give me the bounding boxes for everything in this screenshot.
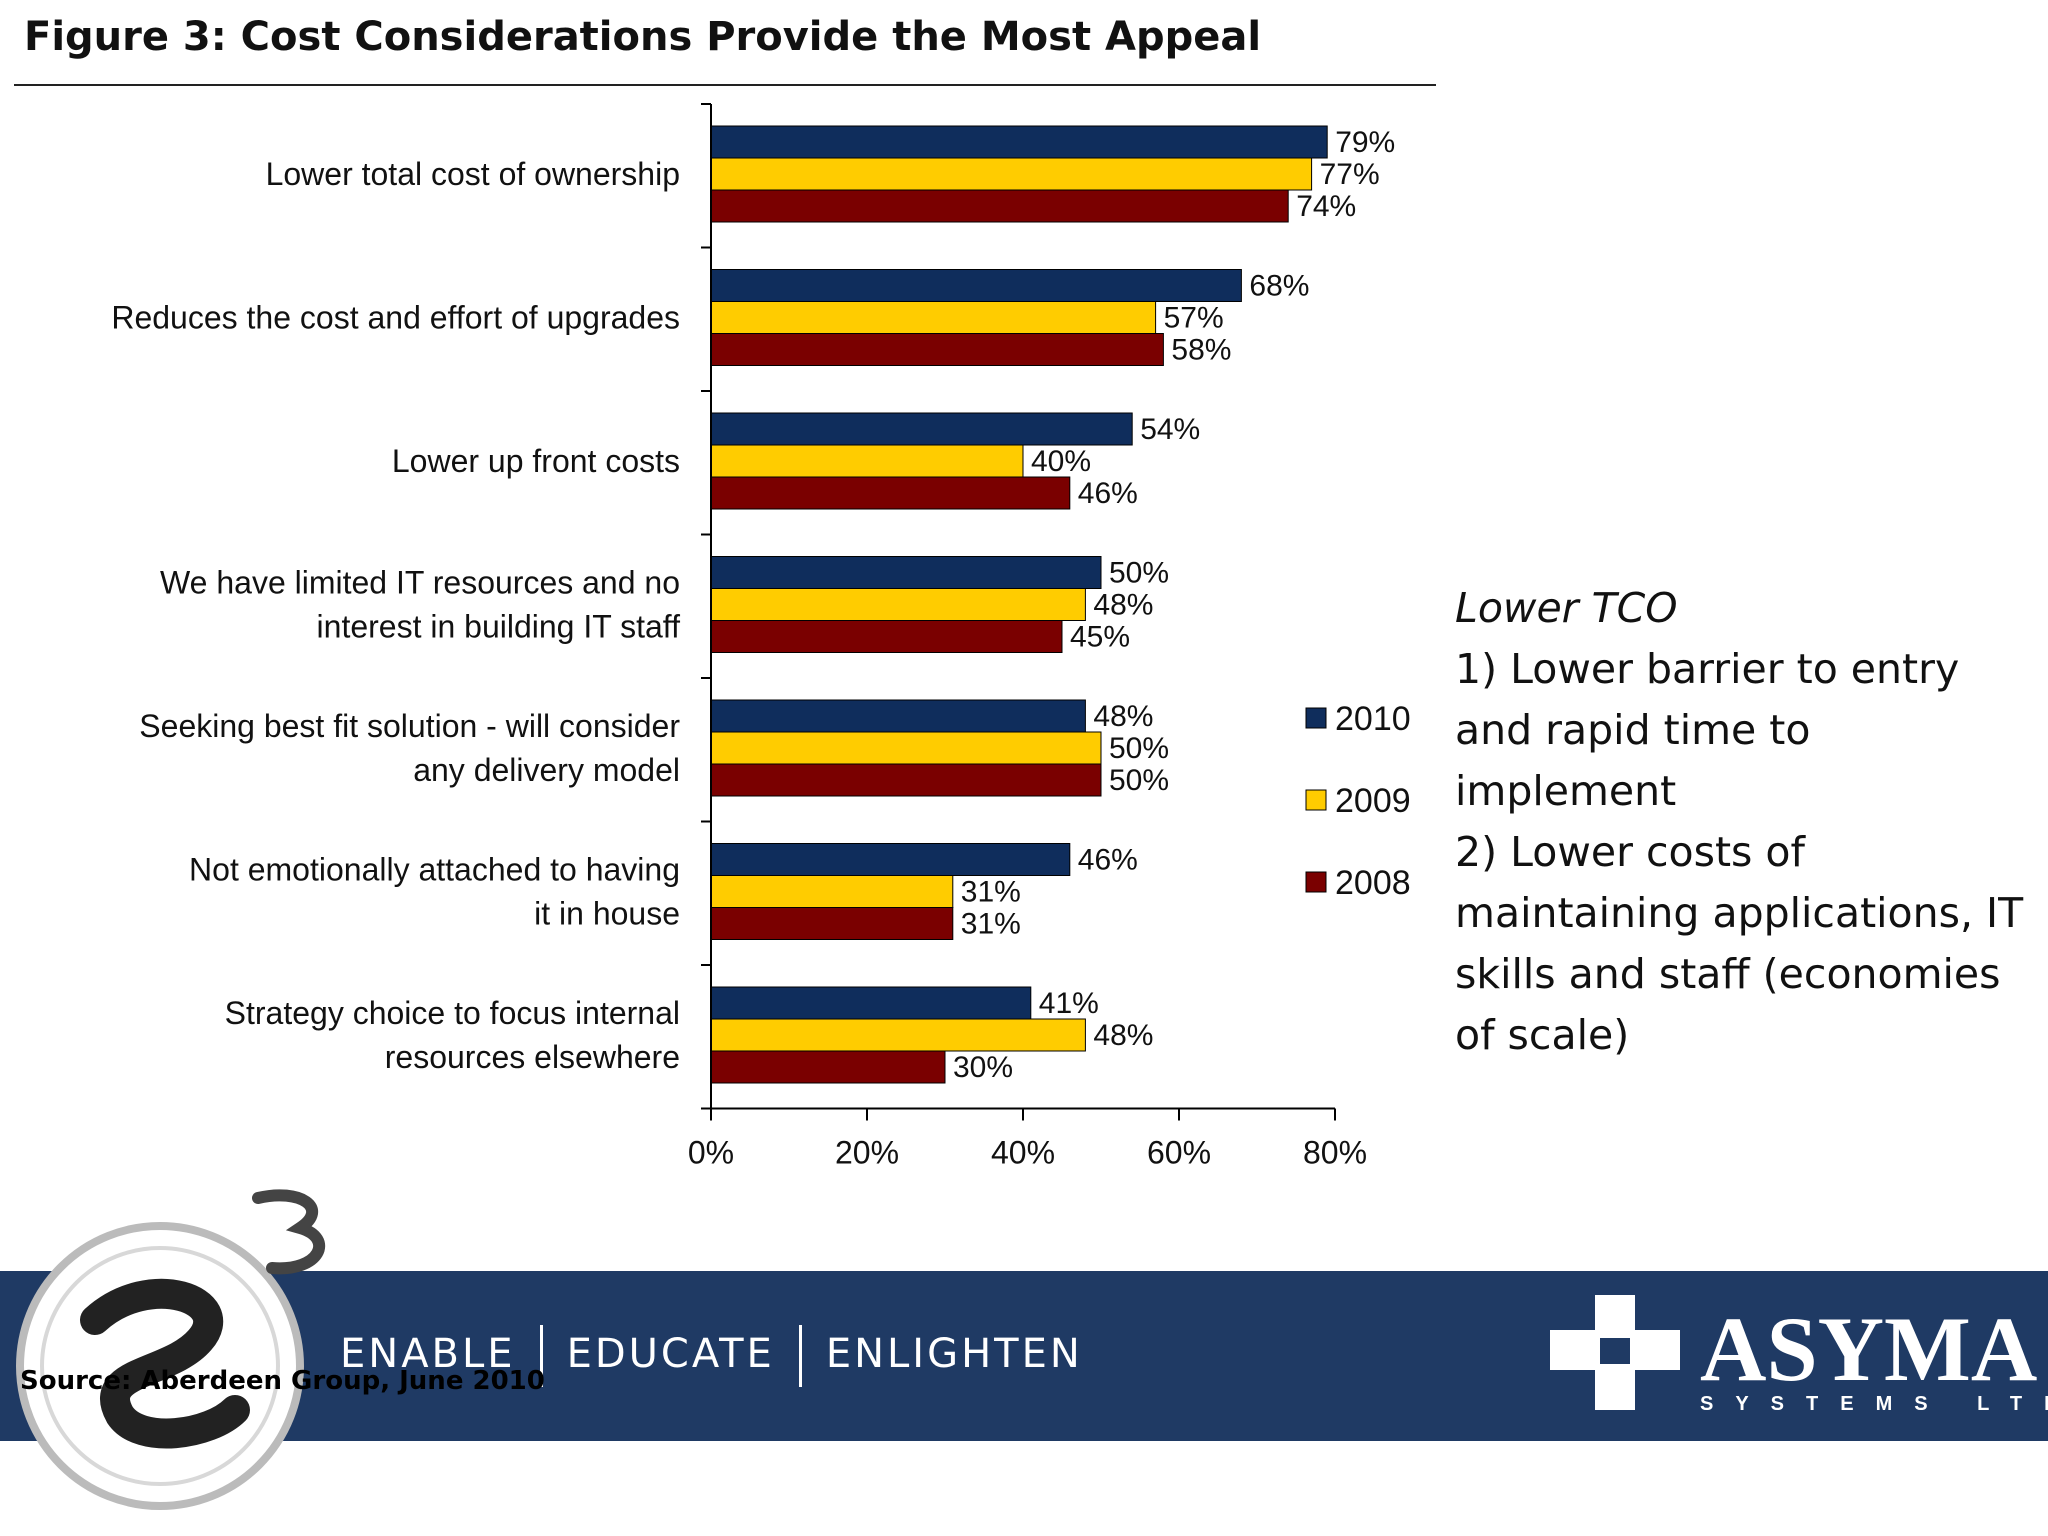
notes-line-1: 1) Lower barrier to entry and rapid time…	[1455, 645, 1960, 815]
category-label-4-1: any delivery model	[413, 752, 680, 788]
value-label-2008-0: 74%	[1296, 190, 1356, 223]
value-label-2009-2: 40%	[1031, 445, 1091, 478]
value-label-2009-0: 77%	[1320, 158, 1380, 191]
value-label-2009-4: 50%	[1109, 732, 1169, 765]
bar-2010-5	[710, 843, 1071, 876]
category-label-3-0: We have limited IT resources and no	[160, 565, 680, 601]
value-label-2009-5: 31%	[961, 876, 1021, 909]
value-label-2010-1: 68%	[1249, 270, 1309, 303]
tagline-divider	[798, 1325, 802, 1387]
footer-band	[0, 1271, 2048, 1441]
value-label-2008-5: 31%	[961, 908, 1021, 941]
legend-swatch-2009	[1305, 789, 1327, 811]
bar-2009-0	[710, 157, 1313, 191]
legend-swatch-2008	[1305, 871, 1327, 893]
bar-2008-5	[710, 907, 954, 940]
legend-label-2009: 2009	[1335, 782, 1411, 820]
bar-2009-6	[710, 1018, 1086, 1052]
category-label-6-0: Strategy choice to focus internal	[225, 995, 680, 1031]
bar-2010-2	[710, 412, 1133, 446]
tagline-educate: EDUCATE	[566, 1331, 775, 1377]
bar-2010-3	[710, 556, 1102, 589]
bar-2009-5	[710, 875, 954, 908]
x-tick-label-3: 60%	[1147, 1135, 1211, 1171]
bar-2009-2	[710, 444, 1024, 478]
tagline: ENABLE EDUCATE ENLIGHTEN	[340, 1325, 1083, 1387]
value-label-2010-5: 46%	[1078, 844, 1138, 877]
bar-2010-6	[710, 986, 1032, 1020]
bar-2008-2	[710, 476, 1071, 510]
value-label-2010-3: 50%	[1109, 557, 1169, 590]
category-label-2-0: Lower up front costs	[392, 443, 680, 479]
bar-2010-4	[710, 699, 1086, 733]
legend-swatch-2010	[1305, 707, 1327, 729]
bar-2010-1	[710, 269, 1242, 302]
value-label-2008-4: 50%	[1109, 764, 1169, 797]
value-label-2008-1: 58%	[1171, 334, 1231, 367]
bar-2008-4	[710, 763, 1102, 797]
bar-2009-4	[710, 731, 1102, 765]
value-label-2010-2: 54%	[1140, 413, 1200, 446]
category-label-6-1: resources elsewhere	[385, 1039, 680, 1075]
bar-2008-3	[710, 620, 1063, 653]
category-label-3-1: interest in building IT staff	[317, 609, 681, 645]
bar-chart: 79%77%74% Lower total cost of ownership 68…	[111, 103, 1411, 1171]
value-label-2009-6: 48%	[1093, 1019, 1153, 1052]
tagline-divider	[539, 1325, 543, 1387]
value-label-2008-3: 45%	[1070, 621, 1130, 654]
value-label-2008-2: 46%	[1078, 477, 1138, 510]
notes-panel: Lower TCO 1) Lower barrier to entry and …	[1455, 578, 2040, 1066]
bar-2008-0	[710, 189, 1289, 223]
tagline-enlighten: ENLIGHTEN	[825, 1331, 1083, 1377]
x-tick-label-4: 80%	[1303, 1135, 1367, 1171]
x-tick-label-1: 20%	[835, 1135, 899, 1171]
x-tick-label-0: 0%	[688, 1135, 734, 1171]
asyma-cross-icon	[1550, 1295, 1680, 1410]
value-label-2010-0: 79%	[1335, 126, 1395, 159]
category-label-4-0: Seeking best fit solution - will conside…	[139, 708, 680, 744]
value-label-2010-4: 48%	[1093, 700, 1153, 733]
notes-heading: Lower TCO	[1455, 584, 1678, 632]
bar-2008-6	[710, 1050, 946, 1084]
s3-logo	[16, 1189, 325, 1510]
value-label-2010-6: 41%	[1039, 987, 1099, 1020]
category-label-5-0: Not emotionally attached to having	[189, 852, 680, 888]
page-title: Figure 3: Cost Considerations Provide th…	[24, 14, 1262, 60]
legend-label-2008: 2008	[1335, 864, 1411, 902]
x-tick-label-2: 40%	[991, 1135, 1055, 1171]
source-citation: Source: Aberdeen Group, June 2010	[20, 1366, 545, 1396]
value-label-2008-6: 30%	[953, 1051, 1013, 1084]
category-label-5-1: it in house	[534, 896, 680, 932]
value-label-2009-3: 48%	[1093, 589, 1153, 622]
tagline-enable: ENABLE	[340, 1331, 516, 1377]
bar-2010-0	[710, 125, 1328, 159]
company-subtitle: SYSTEMS LTD	[1700, 1393, 2048, 1415]
title-rule	[14, 84, 1436, 86]
category-label-1-0: Reduces the cost and effort of upgrades	[111, 300, 680, 336]
category-label-0-0: Lower total cost of ownership	[266, 156, 680, 192]
notes-line-2: 2) Lower costs of maintaining applicatio…	[1455, 828, 2024, 1059]
value-label-2009-1: 57%	[1164, 302, 1224, 335]
bar-2009-3	[710, 588, 1086, 621]
company-name: ASYMA	[1700, 1298, 2038, 1400]
bar-2008-1	[710, 333, 1164, 366]
bar-2009-1	[710, 301, 1157, 334]
legend-label-2010: 2010	[1335, 700, 1411, 738]
